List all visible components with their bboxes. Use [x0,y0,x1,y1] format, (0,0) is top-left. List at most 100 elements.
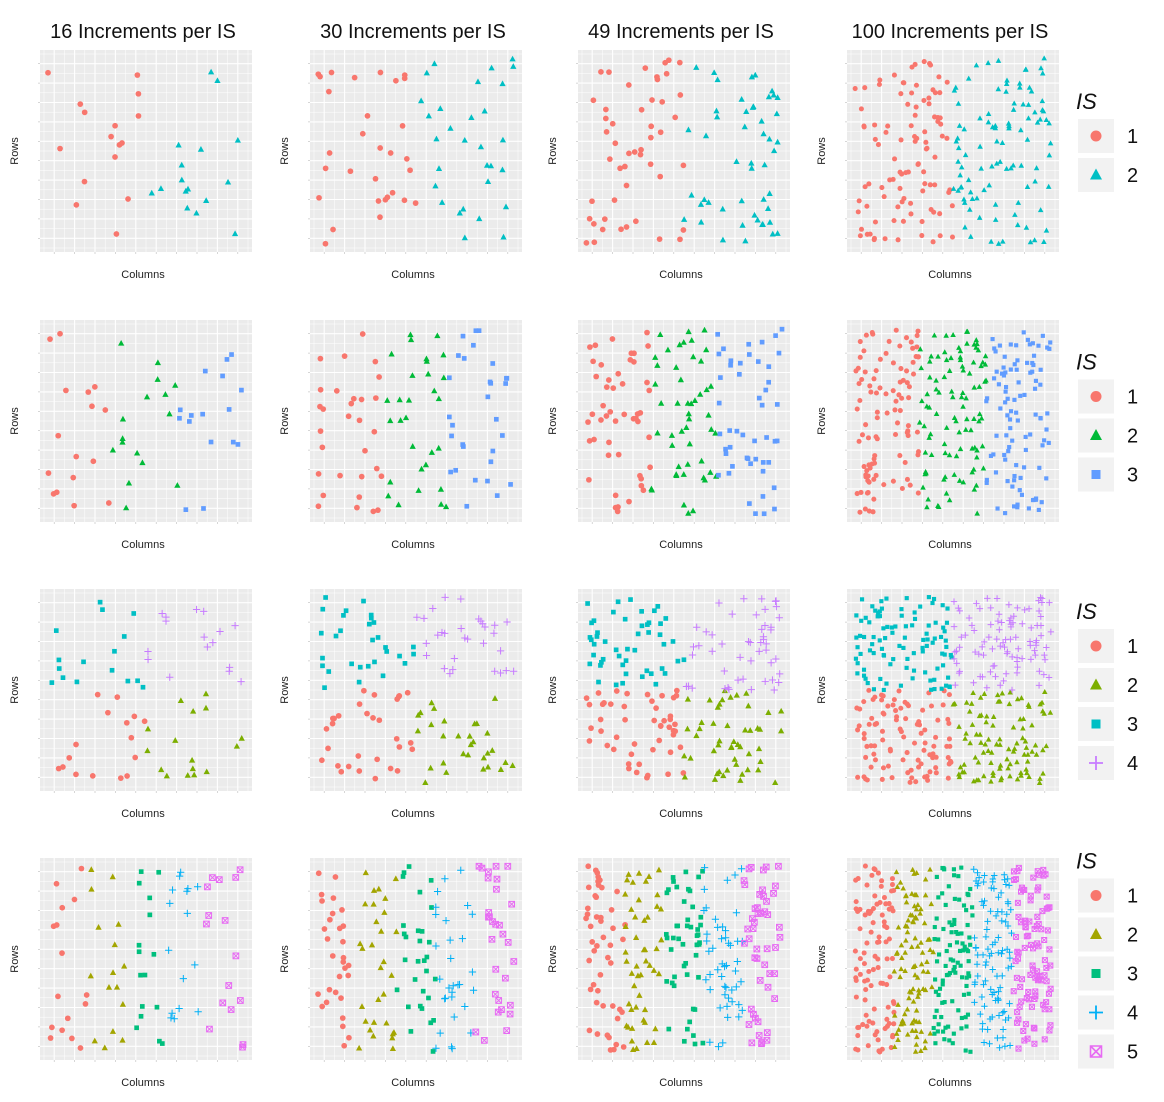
data-point-is-2 [675,463,682,470]
data-point-is-3 [370,637,375,643]
data-point-is-1 [601,216,608,223]
data-point-is-4 [718,640,726,648]
data-point-is-2 [990,722,996,728]
data-point-is-1 [603,129,610,135]
data-point-is-1 [937,90,943,96]
data-point-is-1 [944,135,950,141]
data-point-is-4 [1036,668,1043,675]
data-point-is-1 [856,1024,862,1030]
data-point-is-5 [205,912,213,919]
data-point-is-1 [886,338,892,344]
data-point-is-3 [1010,438,1015,443]
data-point-is-2 [1031,237,1038,243]
data-point-is-1 [867,383,873,389]
data-point-is-2 [1041,55,1047,61]
data-point-is-1 [119,140,125,146]
data-point-is-3 [859,597,865,602]
data-point-is-2 [502,759,509,765]
data-point-is-3 [876,610,881,615]
data-point-is-2 [927,358,933,364]
data-point-is-1 [894,714,900,720]
data-point-is-2 [425,370,432,377]
data-point-is-3 [53,628,59,633]
legend-symbol-is-3 [1091,969,1101,978]
data-point-is-2 [197,145,205,152]
data-point-is-3 [1014,463,1019,468]
data-point-is-3 [935,1029,940,1034]
data-point-is-4 [1008,929,1015,937]
data-point-is-2 [115,921,122,927]
data-point-is-4 [450,654,459,663]
data-point-is-1 [622,716,628,723]
data-point-is-3 [417,889,423,895]
data-point-is-1 [677,236,683,243]
data-point-is-5 [1022,1021,1029,1028]
data-point-is-1 [597,716,604,723]
data-point-is-2 [973,337,980,343]
data-point-is-2 [488,64,495,71]
data-point-is-3 [188,413,194,418]
data-point-is-2 [685,510,692,516]
data-point-is-2 [719,205,726,212]
data-point-is-1 [351,74,358,81]
data-point-is-3 [932,677,937,682]
data-point-is-3 [131,611,137,616]
data-point-is-2 [154,359,162,366]
data-point-is-3 [672,974,677,980]
data-point-is-4 [1015,645,1022,653]
data-point-is-2 [728,743,735,750]
data-point-is-3 [933,620,938,625]
data-point-is-1 [861,731,867,737]
data-point-is-2 [705,411,712,418]
data-point-is-5 [763,897,770,905]
data-point-is-1 [949,234,956,240]
data-point-is-3 [936,895,941,900]
data-point-is-5 [1031,926,1038,933]
data-point-is-3 [924,631,929,636]
data-point-is-1 [644,691,651,698]
data-point-is-1 [877,356,883,362]
data-point-is-2 [981,773,987,779]
data-point-is-2 [121,962,128,969]
data-point-is-3 [471,342,476,348]
data-point-is-1 [318,891,325,898]
data-point-is-2 [956,723,962,729]
data-point-is-3 [942,652,947,657]
data-point-is-4 [231,621,239,630]
data-point-is-3 [924,643,929,648]
data-point-is-1 [862,912,868,918]
data-point-is-2 [468,114,475,120]
data-point-is-5 [1032,993,1039,1000]
data-point-is-4 [747,685,755,694]
data-point-is-3 [671,879,676,884]
data-point-is-1 [108,133,114,140]
data-point-is-1 [49,1024,55,1031]
data-point-is-4 [995,611,1003,618]
data-point-is-1 [339,1015,346,1021]
data-point-is-2 [739,221,746,228]
data-point-is-4 [768,676,777,684]
data-point-is-2 [737,743,744,750]
data-point-is-5 [1047,985,1054,992]
data-point-is-1 [897,452,903,459]
data-point-is-4 [761,677,769,686]
data-point-is-1 [609,1003,616,1009]
data-point-is-5 [755,1032,763,1039]
data-point-is-1 [586,476,592,483]
data-point-is-3 [985,396,990,401]
data-point-is-1 [598,417,604,423]
data-point-is-3 [951,958,956,963]
data-point-is-4 [457,866,465,874]
data-point-is-1 [71,896,78,903]
data-point-is-2 [999,139,1006,145]
data-point-is-3 [157,1038,162,1044]
data-point-is-2 [193,209,200,216]
data-point-is-1 [607,1047,614,1053]
data-point-is-3 [644,668,650,674]
data-point-is-5 [1012,933,1020,941]
data-point-is-1 [319,444,326,451]
data-point-is-5 [215,876,223,883]
data-point-is-2 [693,732,700,739]
data-point-is-3 [948,653,953,658]
data-point-is-2 [148,189,155,196]
